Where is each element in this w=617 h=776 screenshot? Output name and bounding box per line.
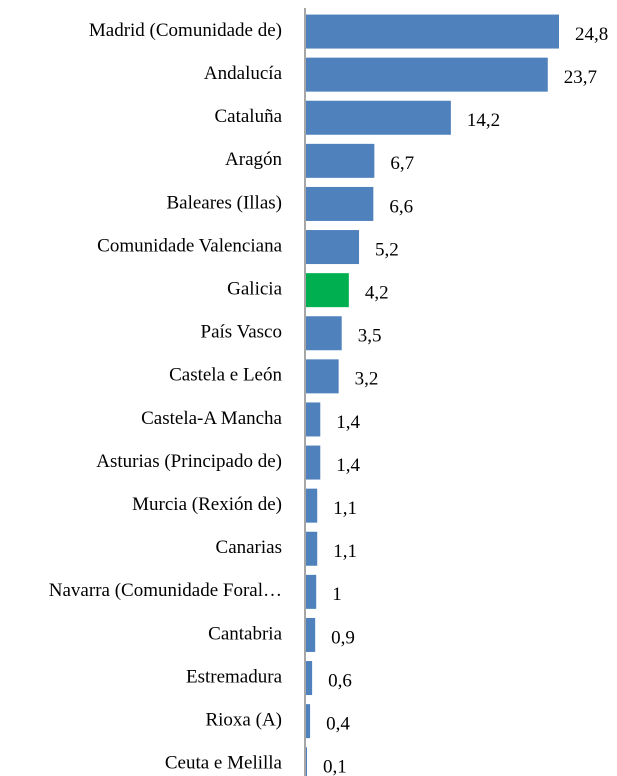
- bar: [306, 661, 313, 696]
- category-label: Baleares (Illas): [166, 192, 282, 213]
- value-label: 1,4: [336, 455, 360, 476]
- value-label: 6,6: [389, 196, 413, 217]
- category-label: Estremadura: [186, 666, 283, 687]
- category-label: Asturias (Principado de): [96, 451, 282, 472]
- value-label: 1,1: [333, 541, 357, 562]
- bar: [306, 186, 374, 221]
- bar: [306, 704, 311, 739]
- category-label: Galicia: [227, 279, 282, 300]
- category-label: Navarra (Comunidade Foral…: [49, 580, 282, 601]
- category-label: Castela-A Mancha: [141, 408, 282, 429]
- bar: [306, 445, 321, 480]
- category-label: Castela e León: [169, 365, 282, 386]
- value-label: 4,2: [365, 283, 389, 304]
- bar: [306, 100, 451, 135]
- category-label: Aragón: [225, 149, 282, 170]
- value-label: 6,7: [390, 153, 414, 174]
- category-label: Madrid (Comunidade de): [89, 20, 282, 41]
- bar: [306, 402, 321, 437]
- bar: [306, 230, 360, 265]
- bar: [306, 316, 342, 351]
- category-label: Canarias: [216, 537, 282, 558]
- value-label: 5,2: [375, 239, 399, 260]
- value-label: 14,2: [467, 110, 500, 131]
- bar: [306, 143, 375, 178]
- bar: [306, 359, 339, 394]
- value-label: 0,4: [326, 714, 350, 735]
- value-label: 24,8: [575, 24, 608, 45]
- bar: [306, 488, 318, 523]
- value-label: 1,1: [333, 498, 357, 519]
- bar: [306, 57, 548, 92]
- category-label: Cantabria: [208, 623, 282, 644]
- value-label: 1,4: [336, 412, 360, 433]
- category-label: Andalucía: [204, 63, 283, 84]
- value-label: 23,7: [564, 67, 597, 88]
- category-label: Cataluña: [214, 106, 282, 127]
- bar: [306, 273, 349, 308]
- value-label: 0,6: [328, 670, 352, 691]
- value-label: 3,5: [358, 326, 382, 347]
- value-label: 0,1: [323, 757, 347, 776]
- value-label: 1: [332, 584, 342, 605]
- bar: [306, 574, 317, 609]
- category-label: Murcia (Rexión de): [132, 494, 282, 515]
- category-label: País Vasco: [201, 322, 282, 343]
- bar: [306, 617, 316, 652]
- bar: [306, 531, 318, 566]
- bar: [306, 14, 559, 49]
- value-label: 0,9: [331, 627, 355, 648]
- category-label: Comunidade Valenciana: [97, 235, 282, 256]
- value-label: 3,2: [355, 369, 379, 390]
- category-label: Ceuta e Melilla: [165, 753, 283, 774]
- category-label: Rioxa (A): [205, 710, 282, 731]
- bar: [306, 747, 308, 776]
